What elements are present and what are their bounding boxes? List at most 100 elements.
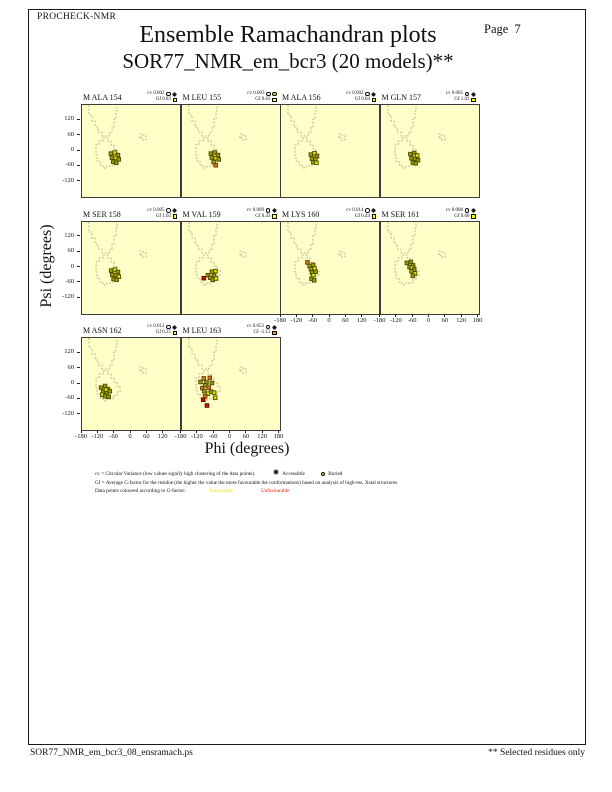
data-point: [102, 394, 108, 399]
lalpha-region-outline: [438, 133, 445, 141]
residue-label: M LEU 155: [182, 93, 222, 102]
beta-region-outline: [188, 221, 217, 253]
x-tick-label: -120: [190, 433, 203, 440]
x-tick-label: 180: [273, 433, 284, 440]
data-point: [201, 376, 206, 381]
x-tick-label: -120: [290, 316, 303, 324]
x-tick-label: 60: [342, 316, 349, 324]
data-point: [311, 277, 317, 283]
data-point: [109, 155, 115, 160]
y-tick-mark: [77, 118, 80, 120]
ramachandran-subplot: [180, 104, 281, 198]
x-tick-mark: [196, 430, 198, 433]
x-tick-mark: [180, 430, 181, 433]
gf-row: Gf 0.44: [280, 214, 376, 220]
x-tick-mark: [411, 313, 413, 317]
subplot-canvas: [188, 105, 246, 169]
data-point: [108, 151, 114, 156]
cv-value: cv 0.003: [247, 91, 265, 96]
data-point: [212, 268, 218, 273]
legend-cv-text: cv = Circular Variance (low values signi…: [95, 470, 256, 477]
cv-gf-block: cv 0.005 Gf 1.02: [380, 91, 476, 103]
y-tick-mark: [77, 134, 80, 136]
app-name: PROCHECK-NMR: [37, 12, 117, 22]
data-point: [108, 267, 114, 273]
x-tick-mark: [261, 430, 263, 433]
x-tick-mark: [162, 430, 164, 433]
x-tick-mark: [328, 313, 330, 317]
gf-square-icon: [272, 214, 277, 219]
gf-value: Gf 0.63: [255, 97, 271, 102]
y-tick-label: 0: [70, 262, 74, 270]
subplot-canvas: [287, 221, 346, 285]
page-title: Ensemble Ramachandran plots: [139, 22, 437, 48]
page-border: [28, 9, 586, 745]
cv-gf-block: cv 0.002 Gf 0.84: [280, 91, 376, 103]
cv-dial-icon: [166, 324, 171, 330]
gf-value: Gf 0.84: [354, 97, 370, 102]
accessible-star-icon: [470, 208, 476, 213]
subplot-canvas: [387, 221, 445, 285]
data-point: [211, 150, 217, 155]
data-point: [216, 157, 221, 162]
x-tick-label: 0: [327, 316, 331, 324]
favourable-label: Favourable: [209, 488, 233, 495]
cv-dial-icon: [464, 208, 469, 213]
y-tick-mark: [77, 164, 80, 166]
subplot-canvas: [387, 105, 445, 169]
y-tick-label: -120: [62, 293, 74, 301]
accessible-star-icon: [273, 469, 279, 479]
gf-square-icon: [471, 97, 476, 103]
cv-gf-block: cv 0.012 Gf 0.25: [81, 324, 177, 336]
x-tick-label: -60: [407, 316, 417, 324]
x-tick-mark: [113, 430, 115, 433]
data-point: [411, 150, 416, 156]
y-tick-label: -60: [65, 394, 74, 402]
x-tick-mark: [444, 313, 446, 317]
y-tick-label: 0: [70, 379, 74, 386]
lalpha-region-outline: [139, 366, 147, 374]
data-point: [413, 161, 418, 166]
beta-region-outline: [287, 105, 317, 137]
y-tick-mark: [77, 281, 80, 283]
x-tick-label: -120: [91, 433, 104, 440]
x-tick-mark: [361, 313, 363, 317]
data-point: [207, 375, 212, 381]
data-point: [404, 260, 409, 265]
residue-label: M ASN 162: [83, 326, 122, 335]
subplot-canvas: [88, 105, 147, 169]
beta-region-outline: [188, 338, 217, 370]
legend-line-colours: Data points coloured according to G-fact…: [95, 487, 515, 496]
page-number-label: Page 7: [484, 22, 521, 36]
gf-square-icon: [471, 214, 476, 219]
data-point: [114, 160, 119, 166]
cv-gf-block: cv 0.005 Gf 1.02: [81, 208, 177, 220]
ramachandran-subplot: [180, 220, 281, 315]
gf-row: Gf 0.25: [81, 330, 177, 336]
y-tick-label: 60: [67, 130, 75, 138]
data-point: [204, 403, 209, 408]
residue-label: M SER 161: [381, 209, 420, 219]
y-tick-mark: [77, 382, 80, 384]
gf-row: Gf 0.60: [380, 214, 476, 220]
gf-row: Gf -1.12: [181, 330, 277, 336]
x-tick-mark: [477, 313, 478, 317]
x-tick-mark: [129, 430, 131, 433]
x-tick-mark: [278, 430, 279, 433]
gf-square-icon: [371, 97, 376, 103]
gf-row: Gf 1.02: [81, 214, 177, 220]
ramachandran-subplot: [81, 220, 181, 315]
data-point: [202, 383, 207, 388]
y-tick-mark: [77, 250, 80, 252]
x-tick-mark: [344, 313, 346, 317]
y-tick-label: 60: [67, 363, 75, 371]
gf-square-icon: [272, 330, 277, 336]
residue-label: M VAL 159: [182, 209, 221, 219]
cv-value: cv 0.002: [147, 91, 165, 96]
ramachandran-subplot: [379, 104, 480, 198]
y-tick-mark: [77, 413, 80, 415]
data-point: [209, 269, 214, 274]
lalpha-region-outline: [239, 133, 246, 141]
gf-value: Gf 0.25: [155, 330, 171, 335]
data-point: [197, 379, 203, 385]
